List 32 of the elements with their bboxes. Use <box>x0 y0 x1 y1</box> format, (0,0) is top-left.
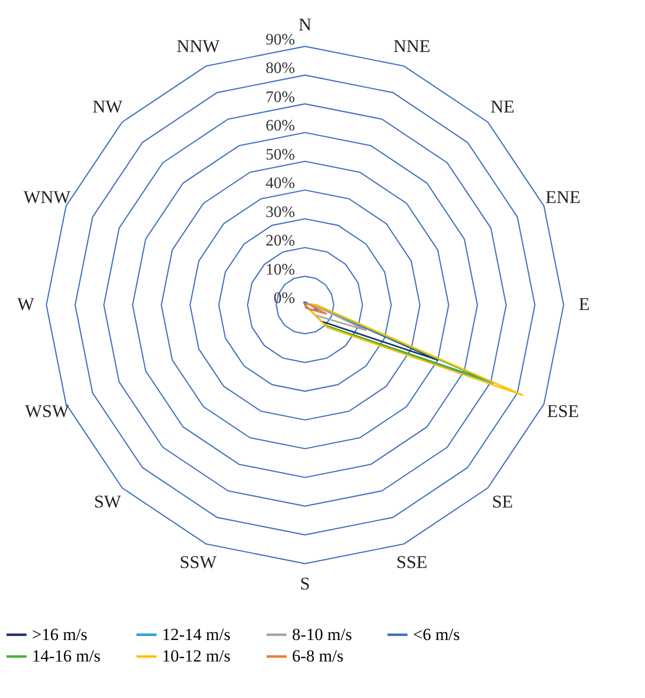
legend-label: 6-8 m/s <box>292 646 344 666</box>
legend-label: 8-10 m/s <box>292 624 352 644</box>
spoke-label: WNW <box>23 187 70 208</box>
spoke-label: SE <box>492 492 514 512</box>
spoke-label: NNE <box>393 36 430 56</box>
spoke-label: ENE <box>546 187 581 208</box>
y-tick-label: 60% <box>266 118 295 135</box>
legend-label: 10-12 m/s <box>162 646 230 666</box>
spoke-label: SW <box>94 492 122 512</box>
y-tick-label: 20% <box>266 232 295 250</box>
y-tick-label: 10% <box>266 261 295 278</box>
y-tick-label: 30% <box>266 204 295 221</box>
y-tick-label: 80% <box>266 60 295 78</box>
y-tick-label: 50% <box>266 146 295 164</box>
spoke-label: NNW <box>176 36 220 56</box>
spoke-label: W <box>17 294 34 314</box>
spoke-label: ESE <box>547 400 580 421</box>
spoke-label: WSW <box>24 400 69 421</box>
y-tick-label: 70% <box>266 88 295 106</box>
spoke-label: NW <box>92 96 122 116</box>
spoke-label: NE <box>490 96 514 116</box>
legend-label: >16 m/s <box>32 624 88 644</box>
legend-label: 12-14 m/s <box>162 624 230 644</box>
y-tick-label: 40% <box>266 175 295 192</box>
spoke-label: SSE <box>396 552 428 572</box>
y-tick-label: 90% <box>266 31 295 48</box>
spoke-label: E <box>578 294 590 314</box>
legend-label: <6 m/s <box>413 624 460 644</box>
spoke-label: N <box>298 14 312 35</box>
spoke-label: S <box>300 573 310 594</box>
legend-label: 14-16 m/s <box>32 646 100 666</box>
spoke-label: SSW <box>180 552 217 572</box>
